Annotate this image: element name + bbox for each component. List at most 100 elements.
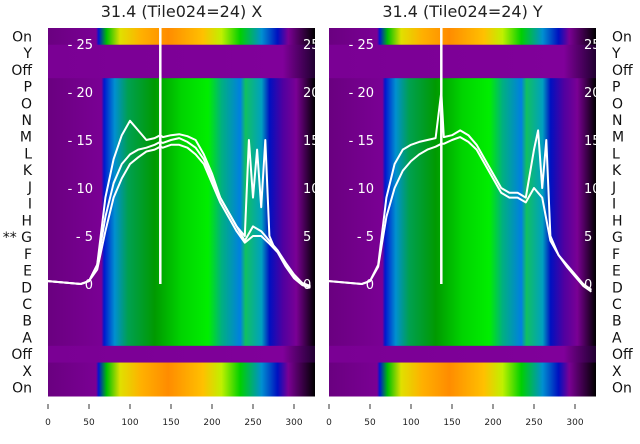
- y-tick-label-right: 10: [303, 182, 320, 197]
- row-label: Y: [22, 46, 32, 62]
- y-tick-label-right: 10: [584, 182, 601, 197]
- heatmap-row-c: [329, 295, 596, 313]
- row-label: D: [612, 280, 623, 296]
- heatmap-row-h: [329, 212, 596, 230]
- y-tick-label-right: 15: [584, 134, 601, 149]
- heatmap-row-c: [48, 295, 315, 313]
- row-label: N: [612, 113, 622, 129]
- x-tick-label: 0: [326, 418, 332, 428]
- row-label: Off: [612, 63, 633, 79]
- heatmap-row-on: [48, 379, 315, 397]
- y-tick-label-right: 20: [303, 86, 320, 101]
- y-tick-label-right: 25: [303, 38, 320, 53]
- row-label: G: [612, 230, 623, 246]
- heatmap-row-off: [329, 345, 596, 364]
- heatmap-row-i: [48, 195, 315, 213]
- traces: [48, 15, 311, 289]
- row-label: P: [612, 80, 620, 96]
- row-label: F: [612, 247, 620, 263]
- y-tick-label: - 25: [349, 38, 374, 53]
- row-label: F: [24, 247, 32, 263]
- row-label: O: [21, 96, 32, 112]
- heatmap-row-k: [48, 161, 315, 180]
- heatmap-row-g: [329, 228, 596, 246]
- row-label: E: [612, 264, 621, 280]
- y-tick-label: - 10: [68, 182, 93, 197]
- y-tick-label-right: 5: [584, 230, 592, 245]
- heatmap-row-o: [48, 94, 315, 113]
- traces: [329, 15, 592, 293]
- row-label: L: [612, 146, 620, 162]
- x-tick-label: 200: [484, 418, 501, 428]
- x-tick-label: 250: [525, 418, 542, 428]
- y-tick-label-right: 25: [584, 38, 601, 53]
- panel-title: 31.4 (Tile024=24) Y: [382, 2, 543, 21]
- row-label: A: [612, 330, 622, 346]
- heatmap-row-d: [48, 278, 315, 297]
- heatmap-row-on: [48, 28, 315, 46]
- heatmap-row-a: [329, 329, 596, 347]
- y-tick-label: - 5: [357, 230, 374, 245]
- x-tick-label: 50: [83, 418, 95, 428]
- row-label: C: [22, 297, 32, 313]
- heatmap-row-m: [329, 128, 596, 146]
- row-label: J: [27, 180, 32, 196]
- y-tick-label-right: 20: [584, 86, 601, 101]
- y-tick-label: - 25: [68, 38, 93, 53]
- row-label: I: [612, 197, 616, 213]
- row-label: X: [22, 364, 32, 380]
- x-tick-label: 100: [402, 418, 419, 428]
- row-label: L: [24, 146, 32, 162]
- row-label: J: [611, 180, 616, 196]
- x-tick-label: 150: [162, 418, 179, 428]
- heatmap-row-e: [329, 262, 596, 280]
- panel-2: 31.4 (Tile024=24) YOnYOffPONMLKJIHGFEDCB…: [326, 2, 633, 428]
- trace-line-trace-1: [329, 91, 592, 291]
- heatmap-row-b: [329, 312, 596, 330]
- heatmap-row-y: [48, 44, 315, 62]
- row-label: B: [612, 314, 622, 330]
- y-tick-label: - 15: [68, 134, 93, 149]
- row-label: ** G: [3, 230, 32, 246]
- heatmap-row-x: [329, 362, 596, 380]
- heatmap-row-n: [48, 111, 315, 129]
- heatmap-row-p: [48, 78, 315, 96]
- trace-line-trace-2: [48, 137, 311, 288]
- x-tick-label: 300: [285, 418, 302, 428]
- heatmap-row-b: [48, 312, 315, 330]
- y-tick-label-right: 5: [303, 230, 311, 245]
- x-tick-label: 50: [364, 418, 376, 428]
- x-tick-label: 300: [566, 418, 583, 428]
- row-label: I: [28, 197, 32, 213]
- y-tick-label: - 5: [76, 230, 93, 245]
- heatmap-row-on: [329, 28, 596, 46]
- heatmap-row-k: [329, 161, 596, 180]
- row-label: A: [22, 330, 32, 346]
- row-label: E: [23, 264, 32, 280]
- heatmap-row-off: [48, 61, 315, 79]
- heatmap-row-a: [48, 329, 315, 347]
- y-tick-label: - 15: [349, 134, 374, 149]
- heatmap-row-f: [48, 245, 315, 263]
- row-label: Off: [11, 63, 32, 79]
- trace-line-trace-3: [48, 143, 311, 289]
- row-label: On: [12, 29, 32, 45]
- heatmap-row-p: [329, 78, 596, 96]
- x-tick-label: 150: [443, 418, 460, 428]
- row-label: M: [20, 130, 32, 146]
- heatmap-row-e: [48, 262, 315, 280]
- panel-title: 31.4 (Tile024=24) X: [101, 2, 263, 21]
- row-label: P: [24, 80, 32, 96]
- x-tick-label: 200: [203, 418, 220, 428]
- row-label: On: [612, 29, 632, 45]
- row-label: O: [612, 96, 623, 112]
- row-label: K: [23, 163, 33, 179]
- x-tick-label: 100: [121, 418, 138, 428]
- heatmap-row-l: [329, 145, 596, 163]
- row-label: C: [612, 297, 622, 313]
- y-tick-label: - 20: [349, 86, 374, 101]
- trace-line-trace-2: [329, 136, 592, 293]
- heatmap-row-h: [48, 212, 315, 230]
